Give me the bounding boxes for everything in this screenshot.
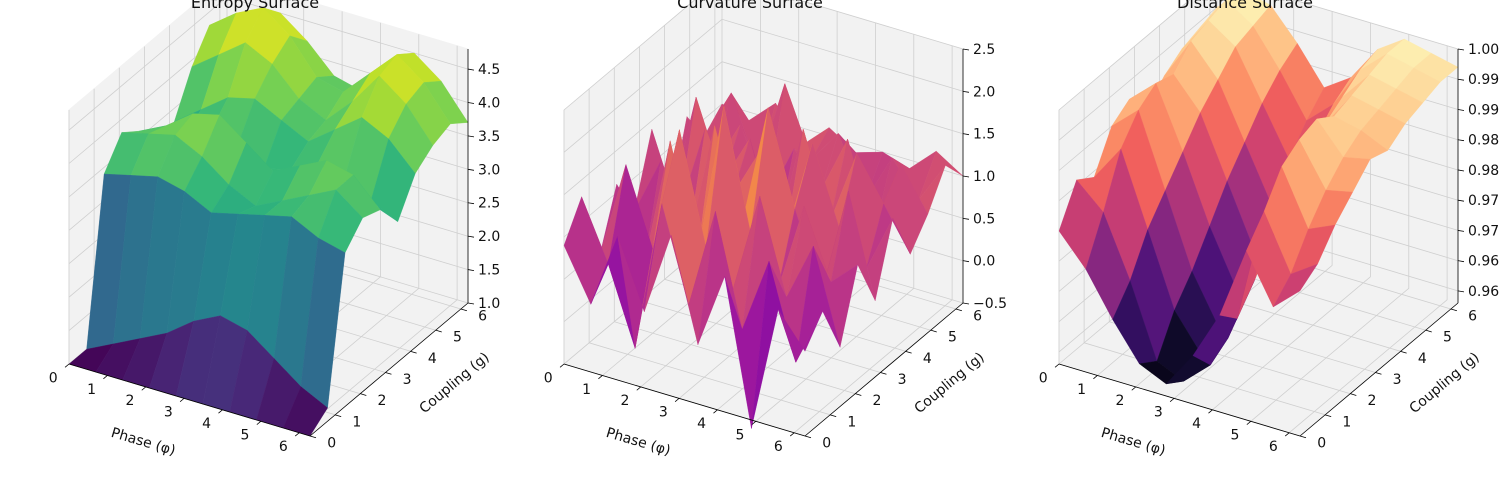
z-tick-label: 2.5	[478, 196, 500, 212]
y-tick-label: 0	[327, 436, 336, 452]
y-tick-label: 2	[873, 393, 882, 409]
z-tick-label: 2.5	[973, 42, 995, 58]
z-tick-label: 0.985	[1468, 133, 1500, 149]
x-axis-label: Phase (φ)	[109, 425, 177, 459]
y-tick-label: 6	[1468, 309, 1477, 325]
x-tick-label: 2	[1115, 393, 1124, 409]
x-tick-label: 5	[736, 428, 745, 444]
y-tick-label: 4	[1418, 351, 1427, 367]
y-tick-label: 3	[898, 372, 907, 388]
z-tick-label: 0.970	[1468, 223, 1500, 239]
x-tick-label: 5	[241, 428, 250, 444]
x-tick-label: 2	[125, 393, 134, 409]
y-tick-label: 3	[403, 372, 412, 388]
y-tick-label: 6	[478, 309, 487, 325]
z-tick-label: 0.975	[1468, 193, 1500, 209]
y-tick-label: 4	[923, 351, 932, 367]
x-tick-label: 4	[202, 416, 211, 432]
z-tick-label: 0.965	[1468, 254, 1500, 270]
x-tick-label: 4	[1192, 416, 1201, 432]
x-tick-label: 1	[1077, 382, 1086, 398]
y-tick-label: 5	[453, 330, 462, 346]
x-tick-label: 0	[544, 370, 553, 386]
x-axis-label: Phase (φ)	[604, 425, 672, 459]
z-tick-label: 0.990	[1468, 103, 1500, 119]
subplot-title: Entropy Surface	[191, 0, 319, 12]
surface-face-0-8	[1273, 263, 1318, 308]
z-tick-label: 0.0	[973, 254, 995, 270]
x-tick-label: 1	[582, 382, 591, 398]
z-tick-label: 3.5	[478, 129, 500, 145]
z-axis: −0.5 0.0 0.5 1.0 1.5 2.0 2.5	[962, 42, 1007, 312]
x-axis-label: Phase (φ)	[1099, 425, 1167, 459]
surface-face-0-8	[778, 309, 823, 363]
x-tick-label: 3	[1154, 405, 1163, 421]
y-tick-label: 0	[1317, 436, 1326, 452]
z-tick-label: 4.0	[478, 96, 500, 112]
z-tick-label: 1.0	[478, 296, 500, 312]
z-axis: 0.960 0.965 0.970 0.975 0.980 0.985 0.990 0.995…	[1457, 42, 1500, 303]
y-tick-label: 5	[948, 330, 957, 346]
z-tick-label: 1.5	[973, 127, 995, 143]
subplot-title: Distance Surface	[1177, 0, 1313, 12]
z-tick-label: 2.0	[973, 84, 995, 100]
x-tick-label: 6	[1269, 439, 1278, 455]
y-tick-label: 5	[1443, 330, 1452, 346]
x-tick-label: 6	[279, 439, 288, 455]
z-axis: 1.0 1.5 2.0 2.5 3.0 3.5 4.0 4.5	[467, 49, 500, 312]
x-tick-label: 6	[774, 439, 783, 455]
x-tick-label: 3	[164, 405, 173, 421]
y-tick-label: 3	[1393, 372, 1402, 388]
y-tick-label: 1	[1342, 414, 1351, 430]
x-tick-label: 3	[659, 405, 668, 421]
surface	[563, 83, 964, 429]
z-tick-label: 1.0	[973, 169, 995, 185]
x-tick-label: 0	[49, 370, 58, 386]
z-tick-label: 1.000	[1468, 42, 1500, 58]
z-tick-label: −0.5	[973, 296, 1007, 312]
z-tick-label: 4.5	[478, 62, 500, 78]
z-tick-label: 0.960	[1468, 284, 1500, 300]
surface	[68, 7, 469, 437]
y-tick-label: 1	[847, 414, 856, 430]
z-tick-label: 2.0	[478, 229, 500, 245]
z-tick-label: 0.980	[1468, 163, 1500, 179]
y-tick-label: 0	[822, 436, 831, 452]
surface	[1058, 0, 1459, 385]
y-tick-label: 6	[973, 309, 982, 325]
x-tick-label: 5	[1231, 428, 1240, 444]
y-tick-label: 2	[378, 393, 387, 409]
z-tick-label: 3.0	[478, 162, 500, 178]
x-tick-label: 2	[620, 393, 629, 409]
x-tick-label: 4	[697, 416, 706, 432]
y-tick-label: 1	[352, 414, 361, 430]
x-tick-label: 1	[87, 382, 96, 398]
y-tick-label: 4	[428, 351, 437, 367]
y-tick-label: 2	[1368, 393, 1377, 409]
z-tick-label: 0.5	[973, 211, 995, 227]
x-tick-label: 0	[1039, 370, 1048, 386]
z-tick-label: 0.995	[1468, 72, 1500, 88]
subplot-title: Curvature Surface	[677, 0, 823, 12]
z-tick-label: 1.5	[478, 263, 500, 279]
